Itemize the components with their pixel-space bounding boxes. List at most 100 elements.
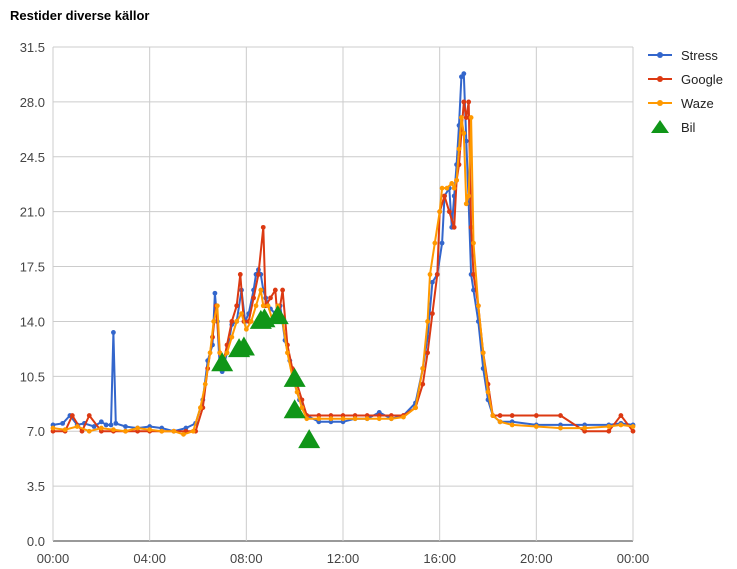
google-point[interactable] — [256, 271, 261, 277]
google-point[interactable] — [237, 271, 243, 277]
waze-point[interactable] — [258, 287, 264, 293]
waze-point[interactable] — [304, 416, 310, 422]
waze-point[interactable] — [582, 425, 588, 431]
google-point[interactable] — [260, 224, 266, 230]
google-point[interactable] — [229, 319, 235, 324]
legend-item-waze[interactable]: Waze — [648, 96, 714, 111]
stress-point[interactable] — [123, 424, 128, 429]
stress-point[interactable] — [91, 424, 97, 429]
waze-point[interactable] — [214, 303, 220, 309]
waze-point[interactable] — [190, 428, 196, 434]
legend-item-bil[interactable]: Bil — [651, 120, 696, 135]
waze-point[interactable] — [618, 422, 624, 428]
waze-point[interactable] — [456, 146, 462, 152]
stress-point[interactable] — [108, 422, 114, 428]
google-point[interactable] — [446, 209, 452, 215]
waze-point[interactable] — [211, 319, 217, 324]
waze-point[interactable] — [558, 425, 563, 431]
google-point[interactable] — [86, 413, 92, 418]
waze-point[interactable] — [533, 424, 539, 429]
waze-point[interactable] — [439, 185, 445, 191]
stress-point[interactable] — [60, 420, 66, 426]
waze-point[interactable] — [480, 350, 486, 356]
waze-point[interactable] — [299, 405, 305, 411]
waze-point[interactable] — [466, 193, 472, 199]
google-point[interactable] — [466, 99, 472, 105]
bil-point[interactable] — [232, 336, 255, 356]
waze-point[interactable] — [461, 130, 467, 136]
bil-point[interactable] — [283, 399, 306, 419]
google-point[interactable] — [606, 428, 612, 434]
waze-point[interactable] — [454, 177, 459, 183]
waze-point[interactable] — [229, 334, 235, 340]
google-point[interactable] — [451, 224, 457, 230]
waze-point[interactable] — [444, 185, 450, 191]
waze-point[interactable] — [260, 303, 266, 309]
google-point[interactable] — [420, 381, 426, 387]
google-point[interactable] — [630, 428, 636, 434]
waze-line[interactable] — [52, 116, 634, 436]
waze-point[interactable] — [265, 303, 271, 309]
stress-point[interactable] — [461, 71, 467, 77]
google-point[interactable] — [272, 287, 278, 293]
waze-point[interactable] — [202, 381, 208, 387]
google-point[interactable] — [497, 413, 503, 418]
waze-point[interactable] — [50, 425, 56, 431]
stress-point[interactable] — [430, 279, 435, 285]
waze-point[interactable] — [413, 405, 418, 411]
waze-point[interactable] — [285, 350, 290, 356]
waze-point[interactable] — [352, 416, 358, 422]
google-point[interactable] — [463, 115, 469, 120]
google-point[interactable] — [442, 193, 447, 199]
google-point[interactable] — [461, 99, 467, 105]
waze-point[interactable] — [207, 350, 213, 356]
waze-point[interactable] — [147, 427, 153, 433]
google-point[interactable] — [434, 271, 440, 277]
waze-point[interactable] — [224, 350, 230, 356]
bil-point[interactable] — [211, 352, 234, 372]
google-point[interactable] — [509, 413, 515, 418]
google-point[interactable] — [251, 295, 256, 301]
waze-point[interactable] — [468, 115, 474, 120]
google-point[interactable] — [533, 413, 539, 418]
waze-point[interactable] — [62, 427, 68, 433]
waze-point[interactable] — [437, 209, 443, 215]
waze-point[interactable] — [217, 350, 223, 356]
series-bil[interactable] — [211, 305, 321, 449]
waze-point[interactable] — [459, 115, 464, 120]
stress-point[interactable] — [471, 287, 476, 293]
waze-point[interactable] — [294, 389, 300, 395]
waze-point[interactable] — [420, 366, 426, 371]
waze-point[interactable] — [239, 311, 244, 317]
google-point[interactable] — [268, 295, 273, 301]
waze-point[interactable] — [111, 427, 116, 433]
legend[interactable]: Stress Google Waze Bil — [648, 48, 723, 135]
waze-point[interactable] — [490, 413, 496, 418]
waze-point[interactable] — [86, 428, 92, 434]
waze-point[interactable] — [123, 428, 128, 434]
waze-point[interactable] — [98, 425, 104, 431]
waze-point[interactable] — [181, 431, 186, 437]
waze-point[interactable] — [475, 303, 481, 309]
waze-point[interactable] — [630, 424, 636, 429]
google-point[interactable] — [69, 413, 75, 418]
waze-point[interactable] — [606, 424, 612, 429]
stress-point[interactable] — [98, 419, 104, 425]
waze-point[interactable] — [159, 428, 165, 434]
legend-item-google[interactable]: Google — [648, 72, 723, 87]
waze-point[interactable] — [485, 389, 491, 395]
waze-point[interactable] — [463, 201, 469, 207]
waze-point[interactable] — [364, 416, 370, 422]
waze-point[interactable] — [243, 326, 249, 332]
waze-point[interactable] — [449, 181, 455, 186]
google-point[interactable] — [558, 413, 563, 418]
waze-point[interactable] — [471, 240, 476, 246]
waze-point[interactable] — [427, 271, 433, 277]
stress-point[interactable] — [111, 330, 116, 335]
waze-point[interactable] — [432, 240, 438, 246]
bil-point[interactable] — [283, 367, 306, 387]
waze-point[interactable] — [248, 319, 254, 324]
waze-point[interactable] — [340, 416, 346, 422]
google-point[interactable] — [430, 311, 435, 317]
google-point[interactable] — [234, 303, 240, 309]
